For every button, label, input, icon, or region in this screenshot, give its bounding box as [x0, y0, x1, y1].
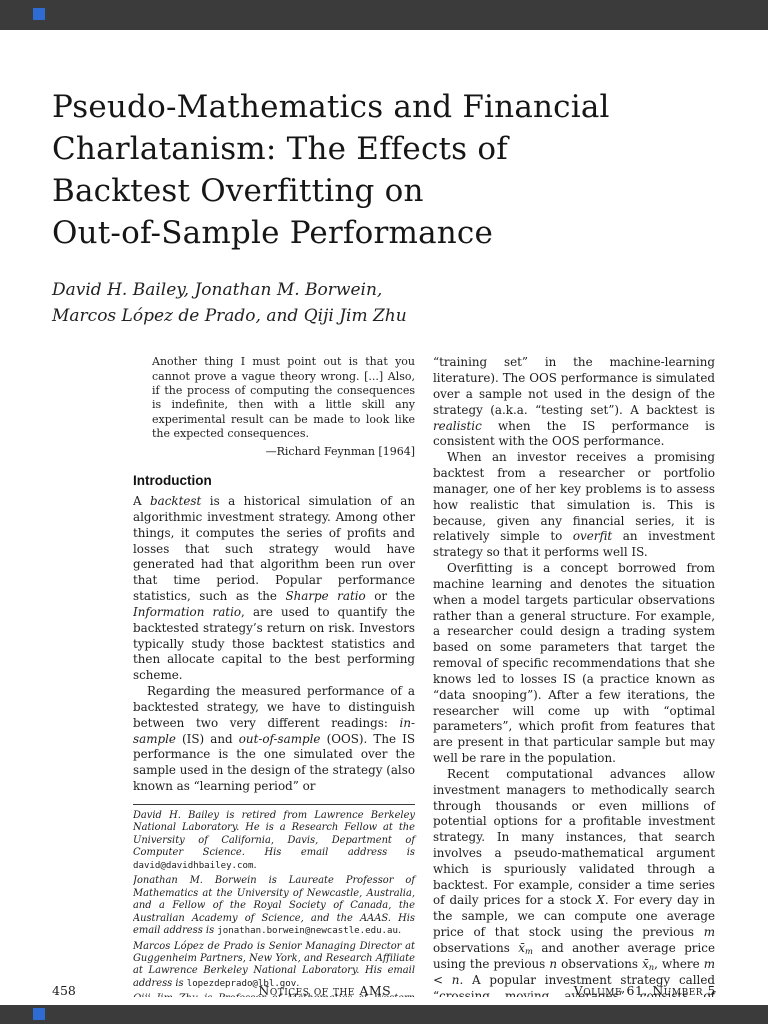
footnote-author-bio: David H. Bailey is retired from Lawrence… — [133, 809, 415, 871]
paragraph: “training set” in the machine-learning l… — [433, 355, 715, 449]
paragraph: Recent computational advances allow inve… — [433, 766, 716, 998]
left-column: Another thing I must point out is that y… — [133, 355, 415, 997]
section-heading-introduction: Introduction — [133, 473, 212, 489]
page-number: 458 — [52, 983, 76, 998]
issue-label: Volume 61, Number 5 — [573, 983, 716, 998]
paper-page: Pseudo-Mathematics and Financial Charlat… — [0, 30, 768, 1005]
journal-name: Notices of the AMS — [258, 983, 392, 998]
footnote-author-bio: Marcos López de Prado is Senior Managing… — [133, 940, 415, 989]
author-line: Marcos López de Prado, and Qiji Jim Zhu — [52, 305, 407, 326]
paragraph: Regarding the measured performance of a … — [133, 684, 415, 793]
two-column-body: Another thing I must point out is that y… — [133, 355, 716, 997]
title-line: Pseudo-Mathematics and Financial — [52, 89, 610, 125]
paragraph: A backtest is a historical simulation of… — [133, 494, 415, 683]
paper-title: Pseudo-Mathematics and Financial Charlat… — [52, 86, 716, 255]
title-line: Out-of-Sample Performance — [52, 215, 494, 252]
viewer-top-bar — [0, 0, 768, 30]
author-list: David H. Bailey, Jonathan M. Borwein, Ma… — [52, 277, 716, 330]
viewer-bottom-bar — [0, 1005, 768, 1024]
epigraph-quote: Another thing I must point out is that y… — [152, 355, 415, 440]
page-indicator[interactable] — [33, 1008, 45, 1020]
page-footer: 458 Notices of the AMS Volume 61, Number… — [52, 983, 716, 998]
title-line: Charlatanism: The Effects of — [52, 131, 508, 168]
footnote-block: David H. Bailey is retired from Lawrence… — [133, 803, 415, 997]
right-column: “training set” in the machine-learning l… — [433, 355, 715, 997]
page-indicator[interactable] — [33, 8, 45, 20]
paragraph: When an investor receives a promising ba… — [433, 450, 715, 560]
title-line: Backtest Overfitting on — [52, 173, 424, 210]
footnote-author-bio: Jonathan M. Borwein is Laureate Professo… — [133, 875, 415, 937]
epigraph-attribution: —Richard Feynman [1964] — [265, 445, 415, 459]
author-line: David H. Bailey, Jonathan M. Borwein, — [52, 279, 383, 300]
paragraph: Overfitting is a concept borrowed from m… — [433, 561, 715, 766]
footnote-author-bio: Qiji Jim Zhu is Professor of Mathematics… — [133, 993, 415, 997]
